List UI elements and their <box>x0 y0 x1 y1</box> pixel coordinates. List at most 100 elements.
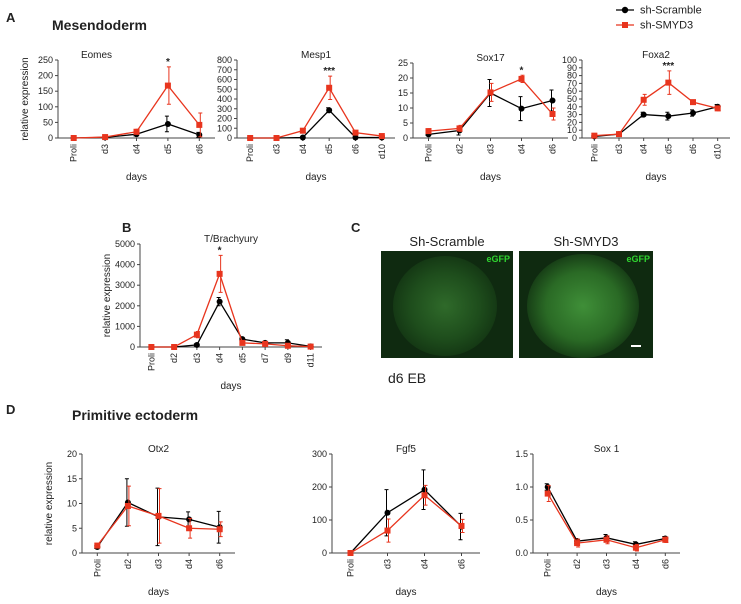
x-tick-label: d3 <box>602 559 612 569</box>
x-axis-label: days <box>645 172 666 183</box>
series-line <box>96 501 220 548</box>
y-axis-label: relative expression <box>102 254 113 337</box>
chart-title: Sox 1 <box>594 444 620 455</box>
point <box>133 128 140 135</box>
series-line <box>350 494 462 554</box>
y-axis-label: relative expression <box>20 57 31 140</box>
image-label: Sh-Scramble <box>409 234 484 249</box>
x-tick-label: d2 <box>572 559 582 569</box>
point <box>574 540 581 547</box>
chart-title: T/Brachyury <box>204 234 258 245</box>
point <box>714 105 721 112</box>
y-tick-label: 0 <box>48 133 53 143</box>
x-tick-label: d5 <box>237 353 247 363</box>
point <box>262 340 269 347</box>
x-tick-label: Proli <box>92 559 102 577</box>
point <box>690 99 696 106</box>
x-tick-label: d6 <box>660 559 670 569</box>
chart-title: Mesp1 <box>301 50 331 61</box>
y-tick-label: 100 <box>38 102 53 112</box>
point <box>171 344 178 350</box>
point <box>102 134 109 141</box>
series-line <box>594 81 718 137</box>
y-tick-label: 700 <box>217 65 232 75</box>
point <box>124 502 131 509</box>
point <box>690 110 696 117</box>
annotation: * <box>520 65 524 76</box>
y-tick-label: 250 <box>38 55 53 65</box>
point <box>384 509 391 516</box>
y-tick-label: 3000 <box>115 280 135 290</box>
y-tick-label: 500 <box>217 84 232 94</box>
x-tick-label: d2 <box>169 353 179 363</box>
image-label: Sh-SMYD3 <box>553 234 618 249</box>
image-caption: d6 EB <box>388 370 426 386</box>
y-tick-label: 50 <box>43 117 53 127</box>
point <box>544 490 551 497</box>
x-axis-label: days <box>596 587 617 598</box>
legend-marker <box>621 6 629 14</box>
x-tick-label: Proli <box>589 144 599 162</box>
point <box>544 484 551 490</box>
point <box>347 550 354 556</box>
x-tick-label: d6 <box>688 144 698 154</box>
x-tick-label: d3 <box>383 559 393 569</box>
y-tick-label: 0 <box>403 133 408 143</box>
point <box>193 341 200 348</box>
point <box>326 107 333 114</box>
point <box>665 79 672 86</box>
x-tick-label: d7 <box>260 353 270 363</box>
y-tick-label: 200 <box>217 114 232 124</box>
x-tick-label: d9 <box>283 353 293 363</box>
point <box>518 105 525 112</box>
x-tick-label: d2 <box>455 144 465 154</box>
panel-label: C <box>351 220 361 235</box>
x-tick-label: d3 <box>192 353 202 363</box>
x-axis-label: days <box>148 587 169 598</box>
y-tick-label: 80 <box>567 71 577 81</box>
x-tick-label: d10 <box>713 144 723 159</box>
point <box>616 131 622 138</box>
annotation: *** <box>323 66 335 77</box>
series-line <box>96 505 220 546</box>
x-tick-label: d3 <box>272 144 282 154</box>
y-tick-label: 10 <box>67 499 77 509</box>
x-tick-label: d3 <box>154 559 164 569</box>
y-tick-label: 10 <box>567 125 577 135</box>
point <box>425 128 432 135</box>
x-tick-label: d4 <box>298 144 308 154</box>
section-title: Primitive ectoderm <box>72 407 198 423</box>
series-line <box>151 300 311 348</box>
x-tick-label: d4 <box>639 144 649 154</box>
y-tick-label: 20 <box>398 73 408 83</box>
x-tick-label: d2 <box>123 559 133 569</box>
point <box>665 113 672 120</box>
point <box>186 516 193 523</box>
point <box>384 527 391 534</box>
point <box>216 270 223 277</box>
chart-title: Foxa2 <box>642 50 670 61</box>
y-tick-label: 1.0 <box>515 482 528 492</box>
panel-label: D <box>6 402 15 417</box>
annotation: * <box>166 57 170 68</box>
legend-label: sh-Scramble <box>640 5 702 17</box>
y-tick-label: 100 <box>312 515 327 525</box>
point <box>70 135 77 141</box>
y-axis-label: relative expression <box>44 462 55 545</box>
annotation: * <box>218 245 222 256</box>
chart-title: Otx2 <box>148 444 170 455</box>
point <box>458 522 465 529</box>
point <box>196 121 203 128</box>
y-tick-label: 0.5 <box>515 515 528 525</box>
point <box>591 132 598 139</box>
x-tick-label: d6 <box>548 144 558 154</box>
x-tick-label: d4 <box>517 144 527 154</box>
x-tick-label: d11 <box>306 353 316 367</box>
point <box>284 342 291 349</box>
x-tick-label: Proli <box>245 144 255 162</box>
point <box>307 343 314 350</box>
point <box>299 127 306 134</box>
y-tick-label: 0 <box>227 133 232 143</box>
x-tick-label: d3 <box>486 144 496 154</box>
